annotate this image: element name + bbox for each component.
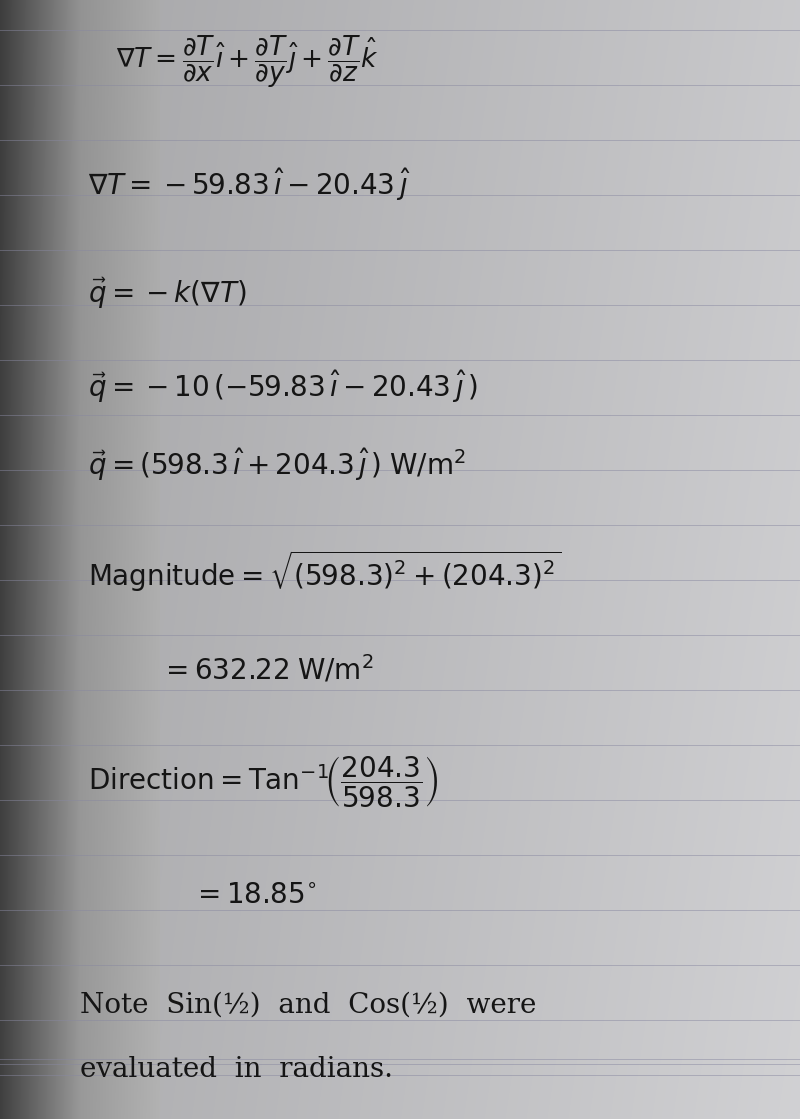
Text: $= 632.22\;\mathrm{W/m^2}$: $= 632.22\;\mathrm{W/m^2}$ [160, 653, 374, 685]
Text: Note  Sin(½)  and  Cos(½)  were: Note Sin(½) and Cos(½) were [80, 991, 536, 1018]
Text: $\vec{q} = -k(\nabla T)$: $\vec{q} = -k(\nabla T)$ [88, 275, 246, 311]
Text: $\vec{q} = (598.3\,\hat{\imath} + 204.3\,\hat{\jmath}\,)\;\mathrm{W/m^2}$: $\vec{q} = (598.3\,\hat{\imath} + 204.3\… [88, 445, 466, 483]
Text: $\nabla T = \dfrac{\partial T}{\partial x}\hat{\imath} + \dfrac{\partial T}{\par: $\nabla T = \dfrac{\partial T}{\partial … [116, 34, 379, 90]
Text: $\mathrm{Direction} = \mathrm{Tan}^{-1}\!\left(\dfrac{204.3}{598.3}\right)$: $\mathrm{Direction} = \mathrm{Tan}^{-1}\… [88, 753, 438, 809]
Text: $\mathrm{Magnitude} = \sqrt{(598.3)^2 + (204.3)^2}$: $\mathrm{Magnitude} = \sqrt{(598.3)^2 + … [88, 548, 561, 593]
Text: $\vec{q} = -10\,(-59.83\,\hat{\imath} - 20.43\,\hat{\jmath}\,)$: $\vec{q} = -10\,(-59.83\,\hat{\imath} - … [88, 367, 478, 405]
Text: $\nabla T = -59.83\,\hat{\imath} - 20.43\,\hat{\jmath}$: $\nabla T = -59.83\,\hat{\imath} - 20.43… [88, 166, 410, 204]
Text: $= 18.85^{\circ}$: $= 18.85^{\circ}$ [192, 882, 316, 909]
Text: evaluated  in  radians.: evaluated in radians. [80, 1056, 393, 1083]
